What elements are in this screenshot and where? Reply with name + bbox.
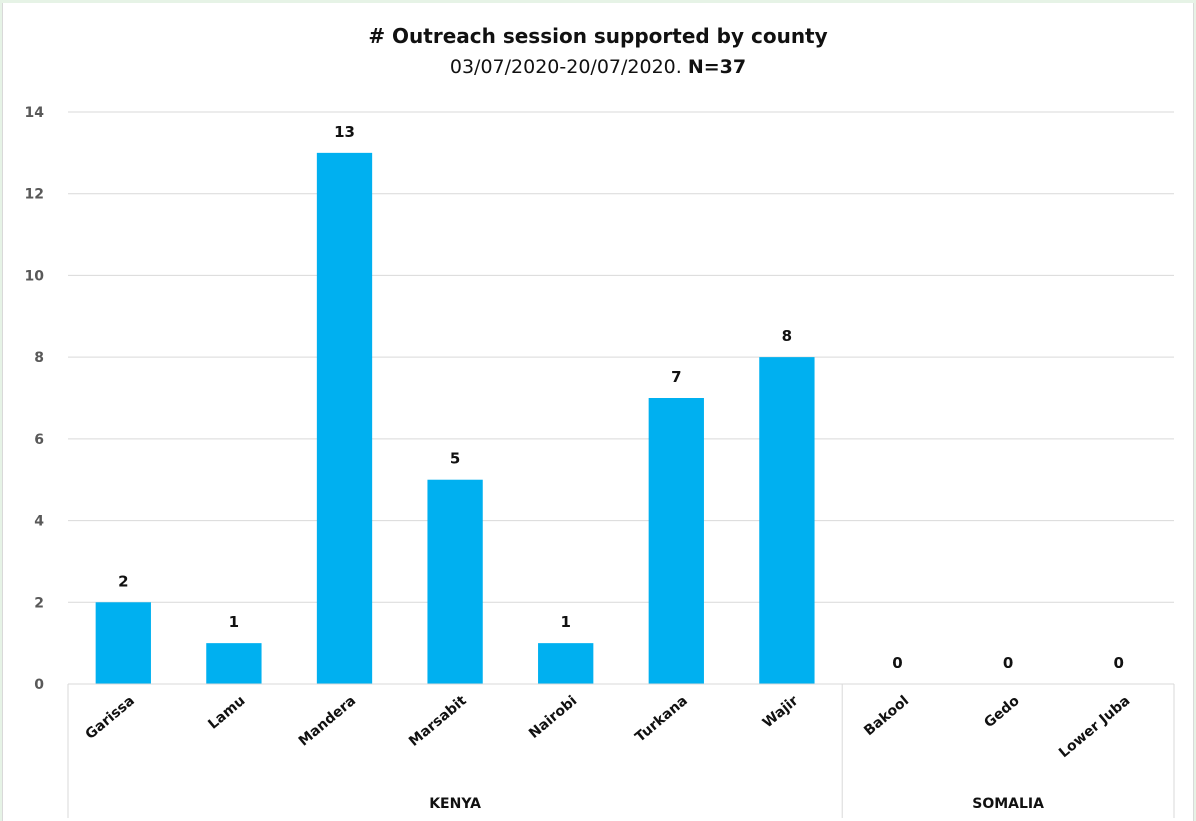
bar: [648, 398, 704, 684]
x-tick-label: Turkana: [632, 693, 691, 746]
y-tick-label: 2: [34, 595, 44, 611]
x-tick-label: Bakool: [861, 693, 912, 739]
group-label: SOMALIA: [972, 796, 1044, 812]
bar: [95, 602, 151, 684]
y-tick-label: 0: [34, 677, 44, 693]
x-tick-label: Wajir: [760, 693, 802, 732]
chart-subtitle: 03/07/2020-20/07/2020. N=37: [0, 56, 1196, 78]
data-label: 1: [560, 613, 570, 631]
data-label: 8: [782, 327, 792, 345]
data-label: 0: [1113, 654, 1123, 672]
chart-subtitle-dates: 03/07/2020-20/07/2020.: [449, 56, 682, 78]
bar: [759, 357, 815, 684]
x-tick-label: Lower Juba: [1056, 693, 1133, 761]
bar: [427, 479, 483, 684]
data-label: 7: [671, 368, 681, 386]
data-label: 2: [118, 572, 128, 590]
y-tick-label: 10: [25, 268, 45, 284]
y-tick-label: 12: [25, 187, 44, 203]
chart-title: # Outreach session supported by county: [368, 24, 828, 48]
y-tick-label: 8: [34, 350, 44, 366]
group-label: KENYA: [429, 796, 481, 812]
x-tick-label: Mandera: [296, 693, 359, 750]
bar: [206, 643, 262, 684]
chart-frame: [2, 3, 1194, 821]
data-label: 1: [229, 613, 239, 631]
x-tick-label: Marsabit: [406, 693, 470, 750]
chart-subtitle-total: N=37: [687, 56, 747, 78]
x-tick-label: Lamu: [205, 693, 248, 733]
x-tick-label: Garissa: [83, 693, 138, 743]
data-label: 0: [1003, 654, 1013, 672]
y-tick-label: 4: [34, 514, 44, 530]
data-label: 0: [892, 654, 902, 672]
bar: [538, 643, 594, 684]
data-label: 13: [334, 123, 355, 141]
y-tick-label: 14: [25, 105, 45, 121]
x-tick-label: Gedo: [981, 693, 1023, 732]
data-label: 5: [450, 450, 460, 468]
x-tick-label: Nairobi: [526, 693, 580, 742]
bar: [316, 152, 373, 684]
y-tick-label: 6: [34, 432, 44, 448]
